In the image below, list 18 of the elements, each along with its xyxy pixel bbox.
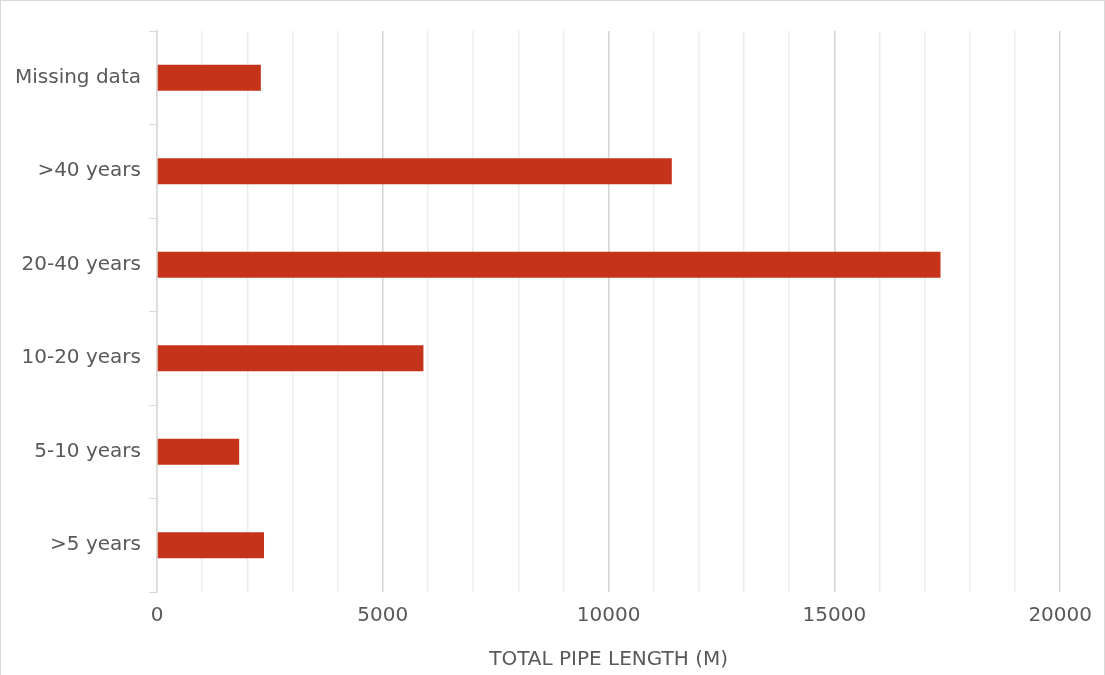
x-tick-label: 10000 bbox=[576, 602, 641, 627]
bar bbox=[157, 345, 424, 372]
x-tick-label: 5000 bbox=[357, 602, 409, 627]
bar bbox=[157, 64, 261, 91]
x-tick-label: 15000 bbox=[802, 602, 867, 627]
bar bbox=[157, 251, 941, 278]
y-tick-label: >40 years bbox=[37, 157, 141, 182]
x-tick-label: 20000 bbox=[1028, 602, 1092, 627]
bar bbox=[157, 532, 265, 559]
y-tick-label: 20-40 years bbox=[21, 250, 141, 275]
bar bbox=[157, 438, 240, 465]
y-tick-label: >5 years bbox=[50, 531, 141, 556]
x-tick-label: 0 bbox=[150, 602, 164, 627]
y-tick-label: 5-10 years bbox=[34, 437, 141, 462]
bar bbox=[157, 158, 672, 185]
x-axis-title: TOTAL PIPE LENGTH (M) bbox=[488, 646, 728, 671]
y-tick-label: Missing data bbox=[14, 63, 141, 88]
y-tick-label: 10-20 years bbox=[21, 344, 141, 369]
